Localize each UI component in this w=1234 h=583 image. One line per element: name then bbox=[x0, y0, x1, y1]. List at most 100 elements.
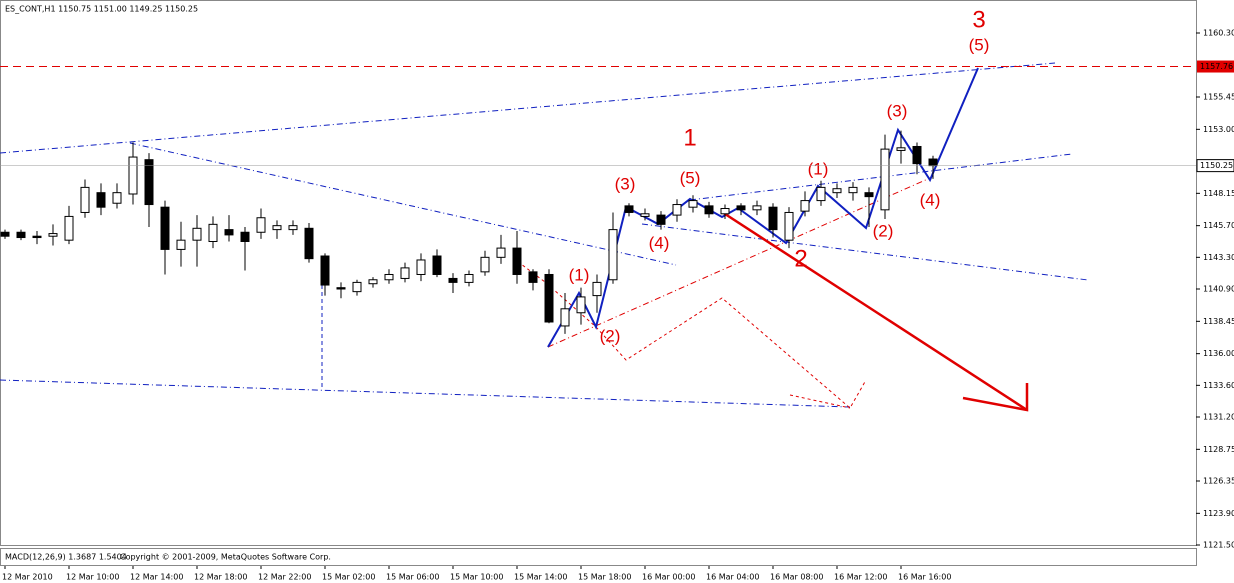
wave-label: (3) bbox=[615, 174, 636, 193]
wave-label: 1 bbox=[683, 124, 696, 151]
candle-body bbox=[864, 192, 874, 198]
trend-line bbox=[789, 394, 851, 409]
trend-lines bbox=[0, 62, 1089, 412]
candle-body bbox=[928, 158, 938, 167]
candle-body bbox=[464, 273, 474, 283]
candle-body bbox=[896, 147, 906, 151]
wave-label: (2) bbox=[873, 221, 894, 240]
candle-body bbox=[624, 205, 634, 213]
wave-label: (5) bbox=[680, 168, 701, 187]
wave-label: 3 bbox=[972, 6, 985, 33]
y-tick-label: 1148.15 bbox=[1203, 189, 1234, 198]
candle-body bbox=[880, 148, 890, 211]
x-tick-label: 12 Mar 10:00 bbox=[66, 573, 119, 582]
x-tick-label: 12 Mar 14:00 bbox=[130, 573, 183, 582]
arrow-head bbox=[962, 383, 1029, 412]
copyright: Copyright © 2001-2009, MetaQuotes Softwa… bbox=[120, 553, 331, 562]
candles bbox=[0, 130, 938, 334]
wave-label: (5) bbox=[969, 35, 990, 54]
candle-body bbox=[368, 279, 378, 285]
x-tick-label: 16 Mar 08:00 bbox=[770, 573, 823, 582]
candle-body bbox=[112, 192, 122, 204]
y-tick-label: 1131.20 bbox=[1203, 413, 1234, 422]
y-tick-label: 1123.90 bbox=[1203, 509, 1234, 518]
candle-body bbox=[592, 281, 602, 297]
candle-body bbox=[192, 227, 202, 241]
candle-body bbox=[800, 200, 810, 212]
wave-label: (1) bbox=[808, 159, 829, 178]
x-tick-label: 12 Mar 18:00 bbox=[194, 573, 247, 582]
last-price-label: 1150.25 bbox=[1200, 161, 1233, 170]
last-price-bg bbox=[1196, 159, 1234, 173]
y-tick-label: 1155.45 bbox=[1203, 93, 1234, 102]
candle-body bbox=[16, 231, 26, 239]
x-tick-label: 16 Mar 12:00 bbox=[834, 573, 887, 582]
candle-body bbox=[256, 217, 266, 233]
indicator-frame bbox=[0, 548, 1197, 566]
y-tick-label: 1153.00 bbox=[1203, 125, 1234, 134]
candle-body bbox=[448, 277, 458, 283]
candle-body bbox=[320, 255, 330, 286]
candle-body bbox=[272, 225, 282, 231]
wave-label: (3) bbox=[887, 101, 908, 120]
candle-body bbox=[912, 145, 922, 165]
candle-body bbox=[480, 256, 490, 273]
candle-body bbox=[528, 271, 538, 283]
candle-body bbox=[400, 267, 410, 279]
forecast-arrow bbox=[721, 210, 1028, 412]
candle-body bbox=[672, 204, 682, 216]
trend-line bbox=[547, 177, 931, 348]
wave-label: (2) bbox=[600, 326, 621, 345]
candle-body bbox=[720, 208, 730, 215]
candle-body bbox=[656, 214, 666, 225]
x-tick-label: 16 Mar 00:00 bbox=[642, 573, 695, 582]
y-tick-label: 1145.70 bbox=[1203, 221, 1234, 230]
candle-body bbox=[496, 247, 506, 258]
candle-body bbox=[240, 231, 250, 242]
indicator-label: MACD(12,26,9) 1.3687 1.5404 bbox=[5, 553, 127, 562]
candle-body bbox=[208, 223, 218, 242]
wave-line bbox=[547, 67, 979, 348]
candle-body bbox=[768, 206, 778, 231]
candle-body bbox=[96, 192, 106, 208]
candle-body bbox=[128, 156, 138, 195]
x-tick-label: 12 Mar 22:00 bbox=[258, 573, 311, 582]
candle-body bbox=[224, 229, 234, 236]
candle-body bbox=[64, 215, 74, 241]
candle-body bbox=[336, 287, 346, 290]
x-tick-label: 15 Mar 02:00 bbox=[322, 573, 375, 582]
y-tick-label: 1160.30 bbox=[1203, 29, 1234, 38]
candle-body bbox=[512, 247, 522, 275]
candle-body bbox=[304, 227, 314, 260]
trend-line bbox=[641, 223, 1089, 281]
plot-frame bbox=[0, 0, 1197, 546]
candle-body bbox=[288, 225, 298, 231]
x-tick-label: 16 Mar 04:00 bbox=[706, 573, 759, 582]
candle-body bbox=[544, 273, 554, 323]
candle-body bbox=[816, 186, 826, 202]
candle-body bbox=[576, 296, 586, 314]
candle-body bbox=[352, 281, 362, 293]
candle-body bbox=[752, 205, 762, 211]
candle-body bbox=[384, 273, 394, 281]
trend-line bbox=[0, 62, 1056, 154]
x-tick-label: 12 Mar 2010 bbox=[2, 573, 53, 582]
candle-body bbox=[688, 200, 698, 208]
trend-line bbox=[512, 257, 867, 409]
chart-title: ES_CONT,H1 1150.75 1151.00 1149.25 1150.… bbox=[5, 5, 198, 14]
candle-body bbox=[736, 205, 746, 211]
candle-body bbox=[432, 255, 442, 275]
y-tick-label: 1128.75 bbox=[1203, 445, 1234, 454]
target-label: 1157.76 bbox=[1200, 62, 1233, 71]
wave-label: (1) bbox=[569, 265, 590, 284]
y-tick-label: 1140.90 bbox=[1203, 285, 1234, 294]
x-tick-label: 15 Mar 06:00 bbox=[386, 573, 439, 582]
candle-body bbox=[160, 206, 170, 250]
x-tick-label: 15 Mar 18:00 bbox=[578, 573, 631, 582]
wave-label: (4) bbox=[920, 190, 941, 209]
candle-body bbox=[32, 235, 42, 239]
x-tick-label: 16 Mar 16:00 bbox=[898, 573, 951, 582]
wave-label: (4) bbox=[649, 233, 670, 252]
candle-body bbox=[832, 188, 842, 194]
